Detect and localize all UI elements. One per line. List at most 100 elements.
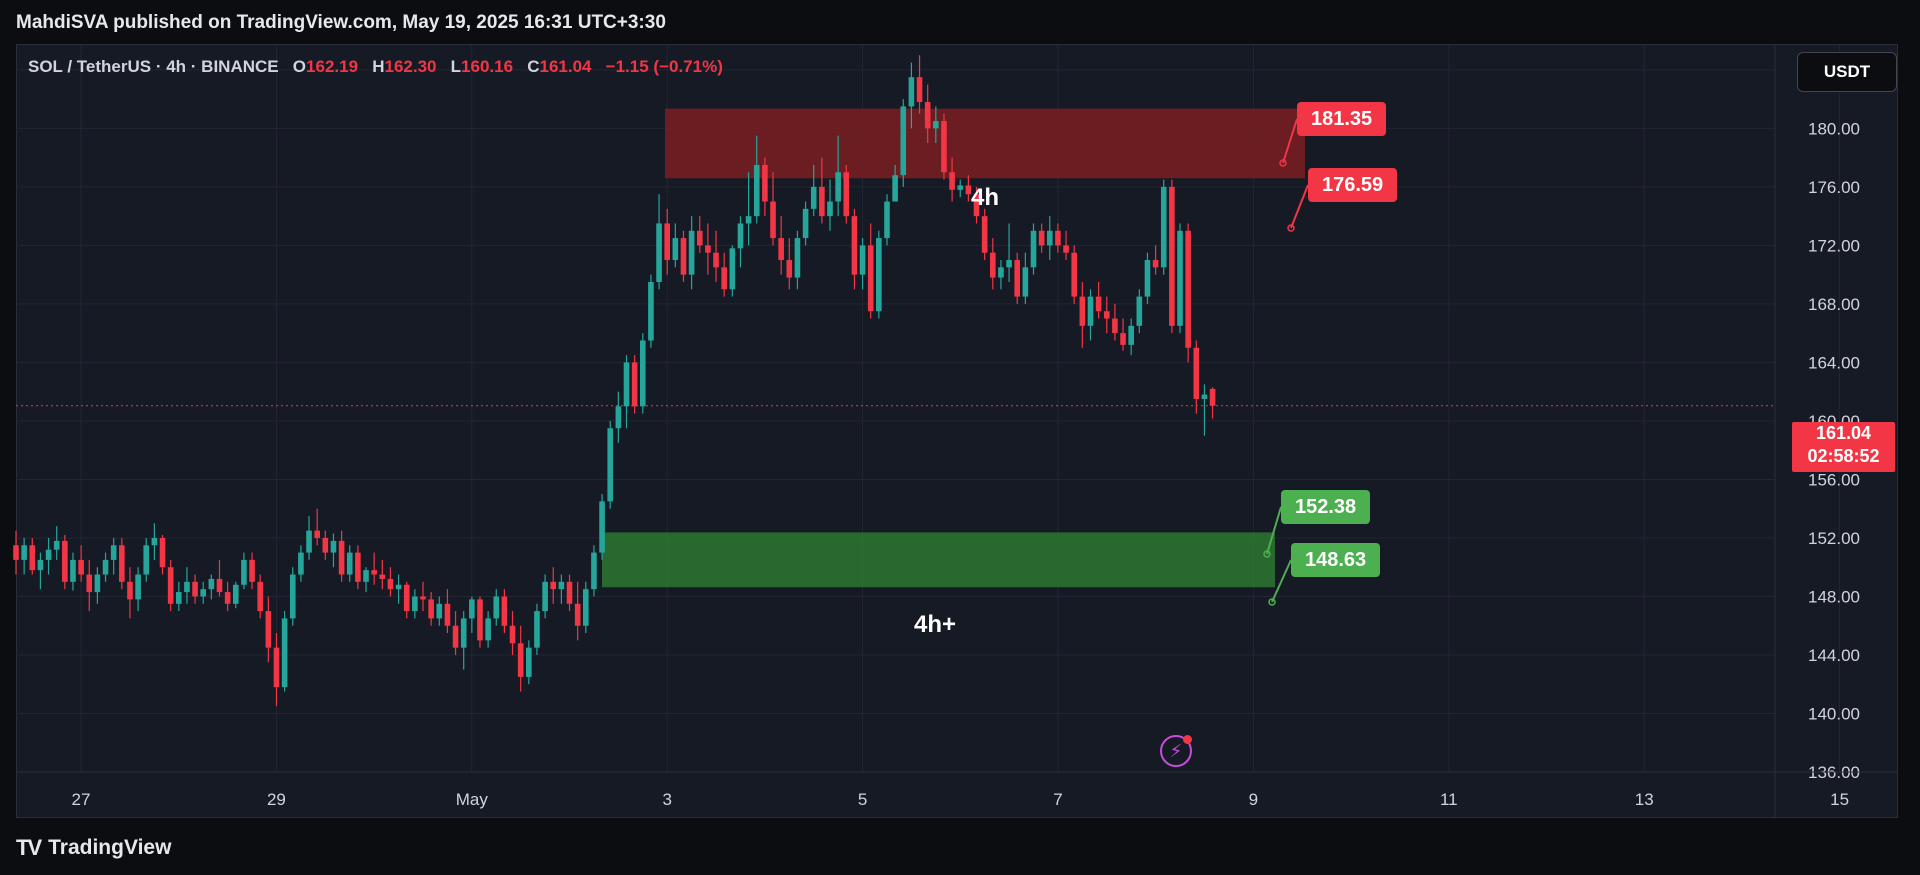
candle-body-26 [224, 592, 231, 604]
candle-103 [851, 208, 858, 290]
candle-body-64 [534, 611, 540, 648]
chart-frame[interactable] [16, 44, 1898, 818]
callout-anchor-red-0 [1279, 159, 1287, 167]
legend-high: 162.30 [384, 57, 437, 76]
candle-142 [1169, 179, 1175, 334]
candle-112 [924, 84, 931, 144]
candle-body-114 [941, 121, 947, 173]
zone-label-red: 4h [971, 184, 1000, 211]
candle-body-51 [428, 599, 434, 619]
candle-body-71 [591, 552, 597, 590]
bar-countdown: 02:58:52 [1807, 446, 1880, 466]
candle-body-35 [298, 552, 304, 575]
candle-29 [249, 552, 255, 590]
legend-open: 162.19 [306, 57, 359, 76]
candle-body-136 [1120, 333, 1126, 345]
candle-71 [591, 545, 597, 597]
candle-52 [436, 596, 443, 626]
candle-144 [1185, 223, 1191, 363]
legend-symbol: SOL / TetherUS · 4h · BINANCE [28, 57, 279, 76]
candle-body-9 [86, 574, 93, 593]
candle-body-11 [102, 559, 109, 575]
candle-129 [1063, 230, 1069, 261]
candle-body-17 [151, 537, 158, 546]
candle-19 [167, 559, 174, 612]
candle-body-137 [1128, 325, 1134, 345]
candle-31 [265, 596, 272, 663]
x-tick-label-4: 5 [858, 790, 867, 809]
candle-132 [1087, 289, 1094, 341]
candle-body-96 [794, 238, 801, 278]
lightning-icon[interactable]: ⚡ [1160, 735, 1192, 767]
candle-66 [550, 567, 557, 604]
callout-anchor-green-1 [1268, 598, 1276, 606]
candle-body-54 [452, 625, 459, 648]
candle-body-125 [1030, 230, 1037, 268]
candle-23 [200, 581, 207, 604]
candle-body-46 [387, 578, 394, 590]
candle-30 [257, 574, 263, 619]
legend-change: −1.15 (−0.71%) [605, 57, 723, 76]
candle-21 [184, 567, 190, 604]
candle-93 [770, 172, 776, 246]
candle-11 [102, 552, 109, 582]
zone-top-callout-red: 181.35 [1297, 102, 1387, 136]
candle-body-30 [257, 581, 263, 612]
candle-100 [827, 179, 833, 231]
candle-body-101 [835, 172, 841, 202]
candle-body-38 [322, 537, 329, 553]
candle-body-106 [876, 238, 882, 312]
candle-131 [1079, 281, 1086, 348]
candle-78 [648, 274, 654, 348]
candle-95 [786, 238, 793, 290]
candle-110 [908, 62, 915, 129]
zone-rect-green [602, 532, 1275, 588]
candle-body-115 [949, 172, 955, 190]
candle-body-44 [371, 570, 377, 575]
candle-body-58 [485, 618, 491, 641]
candle-body-122 [1006, 260, 1012, 268]
candle-body-112 [924, 102, 931, 129]
candle-92 [762, 157, 768, 217]
candle-36 [306, 516, 312, 560]
tradingview-logo[interactable]: TV TradingView [16, 835, 171, 861]
candle-body-80 [664, 223, 670, 261]
candle-body-86 [713, 252, 719, 268]
logo-mark: TV [16, 835, 42, 860]
candle-97 [802, 201, 809, 246]
candle-body-0 [13, 545, 19, 560]
y-tick-label-7: 164.00 [1808, 353, 1860, 372]
publisher-line: MahdiSVA published on TradingView.com, M… [16, 12, 666, 33]
candle-28 [241, 552, 247, 590]
candle-body-57 [477, 599, 483, 641]
candle-121 [998, 260, 1004, 290]
candle-4 [45, 537, 52, 575]
candle-128 [1055, 223, 1061, 253]
candle-body-120 [990, 252, 996, 278]
candle-2 [29, 537, 36, 575]
candle-37 [314, 508, 320, 546]
y-tick-label-5: 156.00 [1808, 470, 1860, 489]
candle-24 [208, 574, 215, 600]
candle-body-145 [1193, 347, 1200, 399]
candle-3 [37, 552, 44, 590]
candle-body-121 [998, 267, 1004, 278]
candle-44 [371, 552, 377, 585]
candle-body-111 [916, 77, 923, 103]
candle-86 [713, 230, 719, 282]
candle-115 [949, 157, 955, 202]
candle-10 [94, 567, 101, 604]
candle-146 [1201, 384, 1208, 436]
candle-body-72 [599, 501, 605, 553]
candle-124 [1022, 252, 1029, 304]
currency-button[interactable]: USDT [1797, 52, 1897, 92]
candle-body-91 [753, 164, 760, 217]
candle-body-90 [745, 216, 752, 224]
candle-body-5 [53, 540, 60, 550]
candle-33 [281, 611, 288, 692]
candle-body-82 [680, 238, 687, 275]
candle-body-95 [786, 260, 793, 278]
candle-body-134 [1103, 311, 1110, 319]
candle-body-93 [770, 201, 776, 239]
